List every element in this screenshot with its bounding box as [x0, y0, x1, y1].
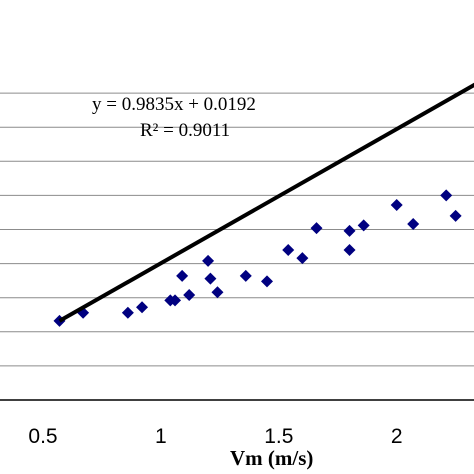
data-point — [343, 243, 356, 256]
data-point — [357, 219, 370, 232]
data-point — [407, 218, 420, 231]
x-tick-labels: 0.5 1 1.5 2 — [28, 425, 402, 448]
data-point — [202, 254, 215, 267]
data-point — [183, 288, 196, 301]
data-point — [310, 222, 323, 235]
r-squared-label: R² = 0.9011 — [140, 120, 230, 141]
x-tick-label: 0.5 — [28, 425, 57, 448]
x-axis-title: Vm (m/s) — [230, 446, 313, 470]
data-point — [296, 252, 309, 265]
data-point — [282, 243, 295, 256]
data-point — [261, 275, 273, 288]
x-tick-label: 2 — [391, 425, 403, 448]
x-tick-label: 1 — [155, 425, 167, 448]
data-points — [53, 189, 462, 327]
data-point — [449, 209, 462, 222]
gridlines — [0, 92, 474, 367]
data-point — [136, 301, 149, 314]
trendline-equation: y = 0.9835x + 0.0192 — [92, 94, 256, 115]
data-point — [121, 306, 134, 319]
data-point — [211, 286, 224, 299]
data-point — [239, 269, 252, 282]
data-point — [169, 294, 182, 307]
data-point — [176, 269, 189, 282]
x-tick-label: 1.5 — [264, 425, 293, 448]
data-point — [204, 272, 217, 285]
trendline — [58, 82, 474, 323]
data-point — [440, 189, 453, 202]
data-point — [343, 224, 356, 237]
data-point — [390, 198, 403, 211]
